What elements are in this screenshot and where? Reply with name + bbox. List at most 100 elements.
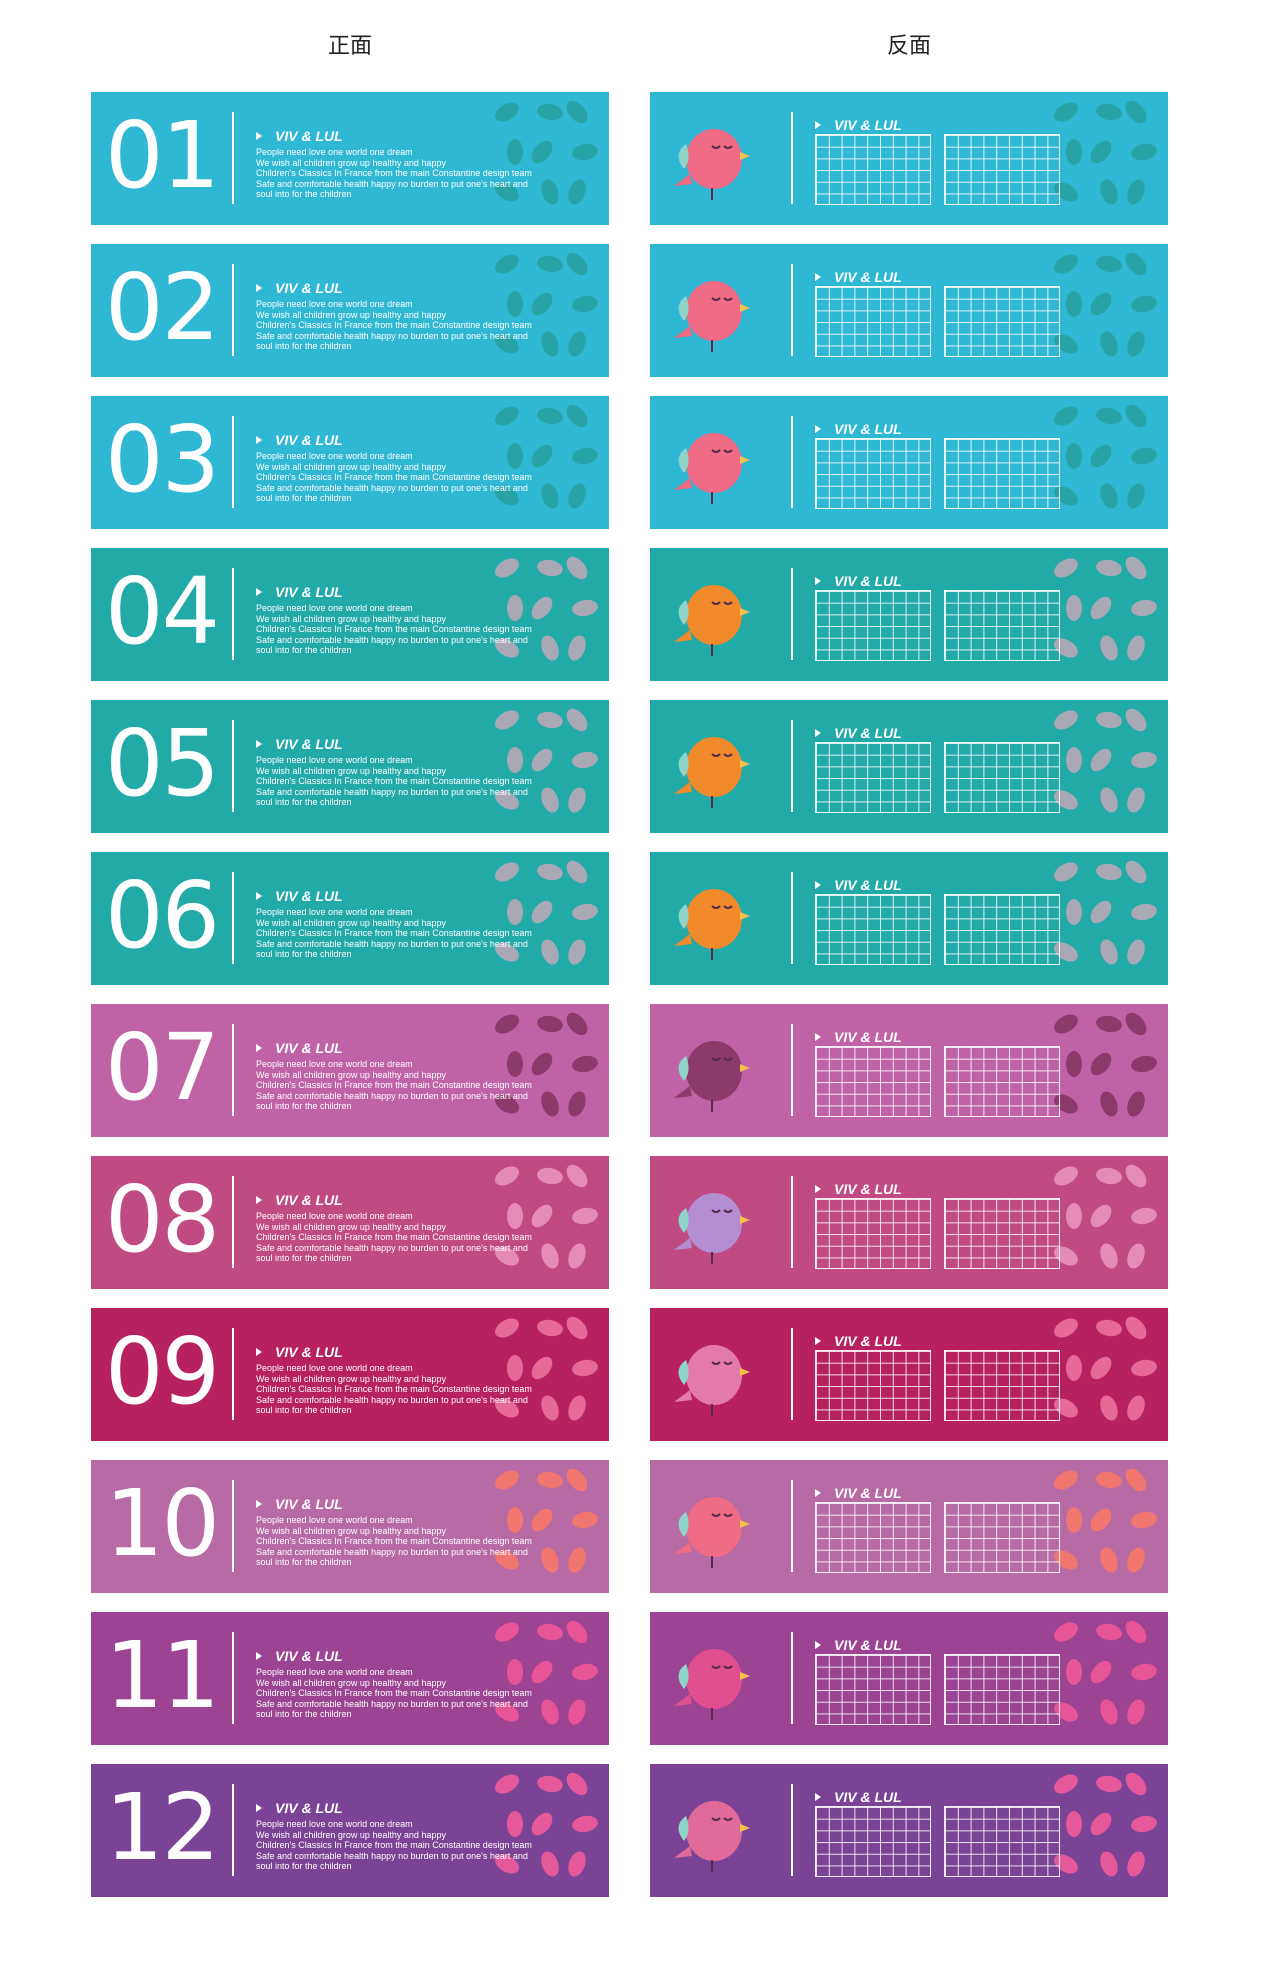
bird	[674, 1497, 750, 1568]
text-line: People need love one world one dream	[256, 1819, 413, 1829]
leaf	[566, 1012, 588, 1036]
bird-body	[686, 737, 742, 797]
leaf	[495, 1622, 519, 1642]
grid	[815, 1198, 931, 1269]
leaf	[568, 483, 586, 509]
leaf	[1054, 182, 1078, 202]
leaf	[572, 1815, 598, 1833]
leaf	[568, 635, 586, 661]
text-line: People need love one world one dream	[256, 907, 413, 917]
brand: VIV & LUL	[275, 1800, 343, 1816]
bird-beak	[740, 1216, 750, 1224]
grid	[815, 1654, 931, 1725]
leaf	[566, 1316, 588, 1340]
leaf	[541, 787, 559, 813]
divider	[791, 1480, 793, 1572]
bird-body	[686, 1193, 742, 1253]
text-block: People need love one world one dream We w…	[256, 907, 532, 960]
text-line: Safe and comfortable health happy no bur…	[256, 1242, 528, 1253]
leaf	[568, 331, 586, 357]
leaf	[1090, 596, 1112, 620]
leaf	[1100, 1547, 1118, 1573]
leaf	[495, 1774, 519, 1794]
leaf	[1127, 939, 1145, 965]
back-card: VIV & LUL	[650, 396, 1168, 529]
leaf	[495, 102, 519, 122]
leaf	[1100, 939, 1118, 965]
leaf	[537, 863, 563, 881]
leaf	[541, 1547, 559, 1573]
leaf	[1127, 483, 1145, 509]
front-card: 08 VIV & LUL People need love one world on…	[91, 1156, 609, 1289]
leaf	[566, 1620, 588, 1644]
decoration	[1054, 1468, 1157, 1573]
bird-wing	[678, 1208, 689, 1233]
card-number: 09	[105, 1318, 220, 1425]
leaf	[1054, 1470, 1078, 1490]
divider	[791, 568, 793, 660]
leaf	[537, 1623, 563, 1641]
arrow	[256, 1804, 262, 1812]
leaf	[1054, 254, 1078, 274]
leaf	[1054, 1014, 1078, 1034]
arrow	[256, 284, 262, 292]
decoration	[495, 556, 598, 661]
leaf	[1096, 1167, 1122, 1185]
divider	[791, 1784, 793, 1876]
card-number: 02	[105, 254, 220, 361]
divider	[791, 872, 793, 964]
leaf	[1066, 899, 1082, 925]
leaf	[541, 1091, 559, 1117]
decoration	[1054, 252, 1157, 357]
leaf	[1054, 486, 1078, 506]
decoration	[495, 1316, 598, 1421]
leaf	[1096, 559, 1122, 577]
text-line: We wish all children grow up healthy and…	[256, 1221, 446, 1232]
grid	[815, 1806, 931, 1877]
leaf	[507, 139, 523, 165]
bird-wing	[678, 144, 689, 169]
leaf	[537, 559, 563, 577]
divider	[232, 1024, 234, 1116]
divider	[232, 872, 234, 964]
leaf	[1131, 751, 1157, 769]
text-line: Safe and comfortable health happy no bur…	[256, 1546, 528, 1557]
leaf	[1100, 1091, 1118, 1117]
leaf	[507, 1659, 523, 1685]
arrow	[256, 1500, 262, 1508]
leaf	[495, 1318, 519, 1338]
leaf	[572, 143, 598, 161]
text-block: People need love one world one dream We w…	[256, 1211, 532, 1264]
bird-eye	[711, 905, 733, 909]
leaf	[531, 292, 553, 316]
text-line: Safe and comfortable health happy no bur…	[256, 1090, 528, 1101]
leaf	[507, 899, 523, 925]
divider	[791, 264, 793, 356]
leaf	[1127, 179, 1145, 205]
back-card: VIV & LUL	[650, 1612, 1168, 1745]
leaf	[566, 708, 588, 732]
leaf	[1131, 903, 1157, 921]
leaf	[507, 1203, 523, 1229]
bird-beak	[740, 760, 750, 768]
grid	[944, 1502, 1060, 1573]
divider	[232, 112, 234, 204]
leaf	[495, 558, 519, 578]
bird-tail	[674, 174, 692, 186]
card-number: 06	[105, 862, 220, 969]
decoration	[1054, 708, 1157, 813]
arrow	[256, 1348, 262, 1356]
leaf	[495, 1094, 519, 1114]
text-line: Safe and comfortable health happy no bur…	[256, 1394, 528, 1405]
text-line: We wish all children grow up healthy and…	[256, 309, 446, 320]
leaf	[568, 1395, 586, 1421]
leaf	[568, 1699, 586, 1725]
text-block: People need love one world one dream We w…	[256, 299, 532, 352]
arrow	[815, 425, 821, 433]
front-card: 01 VIV & LUL People need love one world on…	[91, 92, 609, 225]
leaf	[1127, 635, 1145, 661]
leaf	[1127, 1243, 1145, 1269]
text-line: We wish all children grow up healthy and…	[256, 613, 446, 624]
text-line: People need love one world one dream	[256, 755, 413, 765]
leaf	[1090, 140, 1112, 164]
